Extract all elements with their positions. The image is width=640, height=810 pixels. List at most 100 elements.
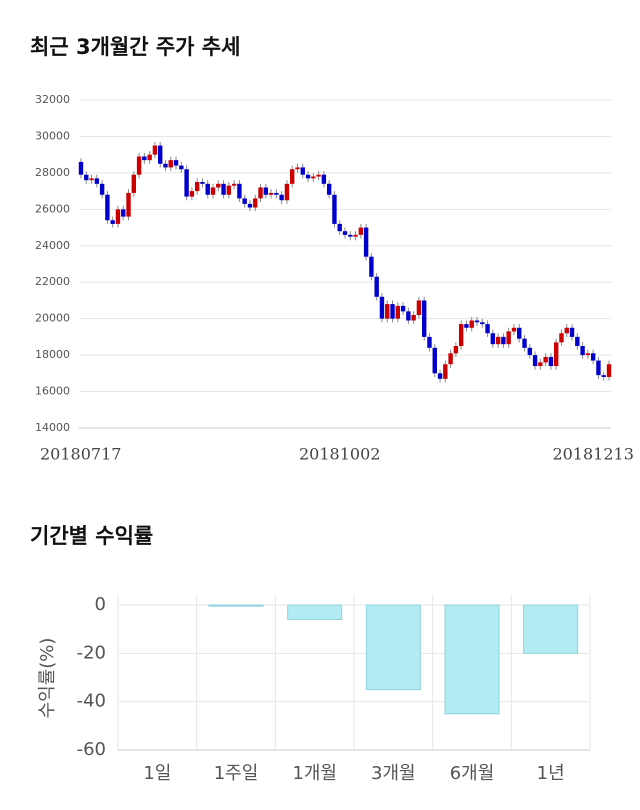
candle-body	[84, 174, 89, 181]
candle-body	[189, 191, 195, 197]
price-title: 최근 3개월간 주가 추세	[30, 35, 240, 59]
candle-body	[216, 183, 221, 188]
candle-body	[385, 304, 390, 319]
bar	[523, 604, 579, 654]
y-tick-label: 26000	[35, 202, 70, 215]
y-axis-label: 수익률(%)	[37, 638, 58, 719]
candle-body	[453, 346, 459, 354]
y-tick-label: 22000	[35, 275, 70, 288]
y-tick-label: 14000	[35, 421, 70, 434]
candle-body	[363, 227, 369, 257]
x-tick-label: 1년	[537, 763, 565, 784]
candle-body	[527, 347, 532, 356]
x-tick-label: 1일	[143, 763, 171, 784]
candle-body	[469, 320, 474, 328]
candle-body	[590, 353, 596, 361]
candle-body	[353, 234, 358, 237]
candle-body	[332, 194, 337, 224]
y-tick-label: 20000	[35, 312, 70, 325]
candle-body	[411, 315, 416, 321]
candle-body	[247, 203, 253, 208]
x-tick-label: 3개월	[371, 763, 416, 784]
y-tick-label: 30000	[35, 129, 70, 142]
candle-body	[147, 154, 152, 161]
candle-body	[78, 161, 84, 175]
candle-body	[406, 311, 411, 321]
candle-body	[268, 192, 274, 195]
x-tick-label: 6개월	[450, 763, 495, 784]
candle-body	[606, 364, 612, 377]
candle-body	[89, 178, 94, 181]
candle-body	[448, 353, 453, 365]
candle-body	[284, 183, 290, 201]
candle-body	[300, 167, 305, 175]
candle-body	[369, 256, 374, 277]
bar	[287, 604, 343, 620]
x-tick-label: 1개월	[292, 763, 337, 784]
candle-body	[495, 336, 501, 345]
candle-body	[501, 336, 506, 345]
candle-body	[253, 198, 258, 208]
candle-body	[379, 296, 385, 319]
candle-body	[395, 305, 400, 319]
y-tick-label: 18000	[35, 348, 70, 361]
candle-body	[316, 174, 321, 177]
candle-body	[279, 194, 284, 201]
candle-body	[506, 331, 511, 345]
candle-body	[274, 192, 279, 195]
candle-body	[326, 183, 332, 195]
x-tick-label: 1주일	[214, 763, 259, 784]
candle-body	[538, 362, 543, 367]
y-tick-label: -40	[77, 691, 106, 712]
candle-body	[437, 373, 443, 379]
candle-body	[121, 209, 126, 217]
candle-body	[152, 145, 158, 155]
candle-body	[158, 145, 163, 164]
returns-title: 기간별 수익률	[30, 524, 153, 548]
candle-body	[290, 169, 295, 184]
candle-body	[321, 174, 327, 184]
candle-body	[400, 305, 406, 312]
candle-body	[184, 169, 189, 197]
candle-body	[226, 185, 232, 195]
candle-body	[517, 327, 522, 339]
candle-body	[179, 165, 184, 170]
candle-body	[569, 327, 575, 337]
y-tick-label: 24000	[35, 239, 70, 252]
candle-body	[559, 333, 564, 343]
candle-body	[200, 182, 205, 184]
candle-body	[427, 336, 432, 348]
candle-body	[464, 324, 469, 328]
candle-body	[548, 356, 554, 367]
candle-body	[263, 187, 268, 195]
candle-body	[485, 324, 490, 334]
candle-body	[131, 174, 136, 193]
candle-body	[221, 183, 226, 195]
candle-body	[136, 156, 142, 175]
candle-body	[543, 356, 548, 363]
candle-body	[480, 322, 485, 325]
candle-body	[105, 194, 110, 221]
candle-body	[532, 355, 538, 367]
candle-body	[511, 327, 517, 332]
candle-body	[94, 178, 100, 184]
candle-body	[564, 327, 569, 334]
candle-body	[342, 231, 348, 235]
candle-body	[142, 156, 147, 161]
y-tick-label: -60	[77, 739, 106, 760]
bar	[208, 604, 264, 607]
candle-body	[163, 163, 168, 168]
candle-body	[194, 182, 200, 192]
candle-body	[422, 300, 427, 337]
x-tick-label: 20181213	[552, 445, 633, 464]
candle-body	[474, 320, 480, 323]
candle-body	[575, 336, 580, 346]
candle-body	[115, 209, 121, 224]
y-tick-label: 16000	[35, 385, 70, 398]
candle-body	[596, 360, 601, 376]
candle-body	[237, 183, 242, 199]
candle-body	[348, 234, 353, 237]
candle-body	[554, 342, 559, 367]
candle-body	[173, 160, 179, 166]
